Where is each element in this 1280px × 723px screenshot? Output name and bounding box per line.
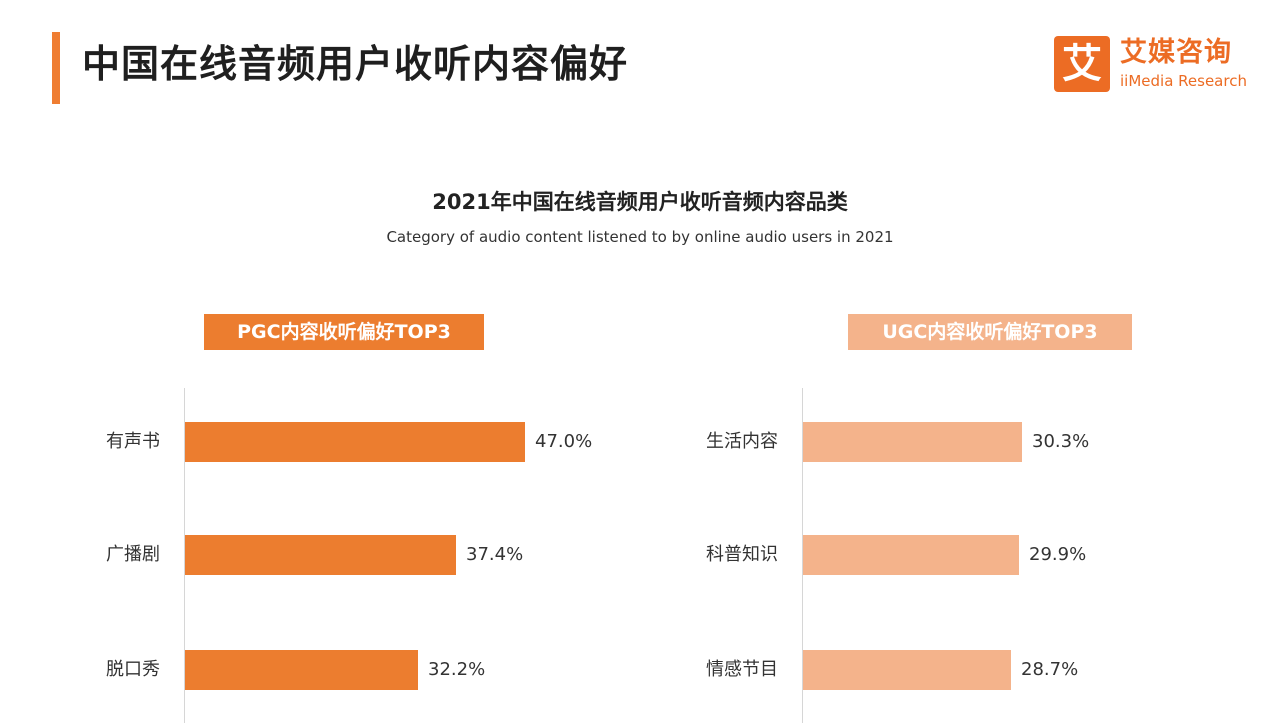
pgc-bar [185,650,418,690]
pgc-bar [185,535,456,575]
chart-subtitle: Category of audio content listened to by… [386,228,894,246]
pgc-panel-label: PGC内容收听偏好TOP3 [204,314,484,350]
pgc-value-label: 37.4% [466,544,524,565]
ugc-category-label: 情感节目 [706,659,778,680]
pgc-bar-row: 有声书 47.0% [0,422,1280,462]
ugc-bar-row: 科普知识 29.9% [0,535,1280,575]
ugc-category-axis [802,388,803,723]
pgc-value-label: 47.0% [535,431,593,452]
pgc-bar-row: 广播剧 37.4% [0,535,1280,575]
pgc-category-label: 有声书 [106,431,160,452]
brand-mark-icon: 艾 [1054,36,1110,92]
ugc-category-label: 生活内容 [706,431,778,452]
ugc-bar [803,535,1019,575]
title-accent-bar [52,32,60,104]
page-title: 中国在线音频用户收听内容偏好 [82,42,629,86]
pgc-category-label: 广播剧 [106,544,160,565]
brand-logo: 艾 艾媒咨询 iiMedia Research [1054,36,1264,96]
ugc-value-label: 28.7% [1021,659,1079,680]
brand-name: 艾媒咨询 [1120,37,1232,68]
pgc-bar-row: 脱口秀 32.2% [0,650,1280,690]
pgc-bar [185,422,525,462]
ugc-bar-row: 生活内容 30.3% [0,422,1280,462]
ugc-value-label: 29.9% [1029,544,1087,565]
pgc-category-label: 脱口秀 [106,659,160,680]
pgc-category-axis [184,388,185,723]
ugc-bar [803,422,1022,462]
brand-english-name: iiMedia Research [1120,72,1247,90]
pgc-value-label: 32.2% [428,659,486,680]
ugc-bar-row: 情感节目 28.7% [0,650,1280,690]
chart-title: 2021年中国在线音频用户收听音频内容品类 [432,190,848,214]
ugc-bar [803,650,1011,690]
ugc-value-label: 30.3% [1032,431,1090,452]
ugc-category-label: 科普知识 [706,544,778,565]
ugc-panel-label: UGC内容收听偏好TOP3 [848,314,1132,350]
